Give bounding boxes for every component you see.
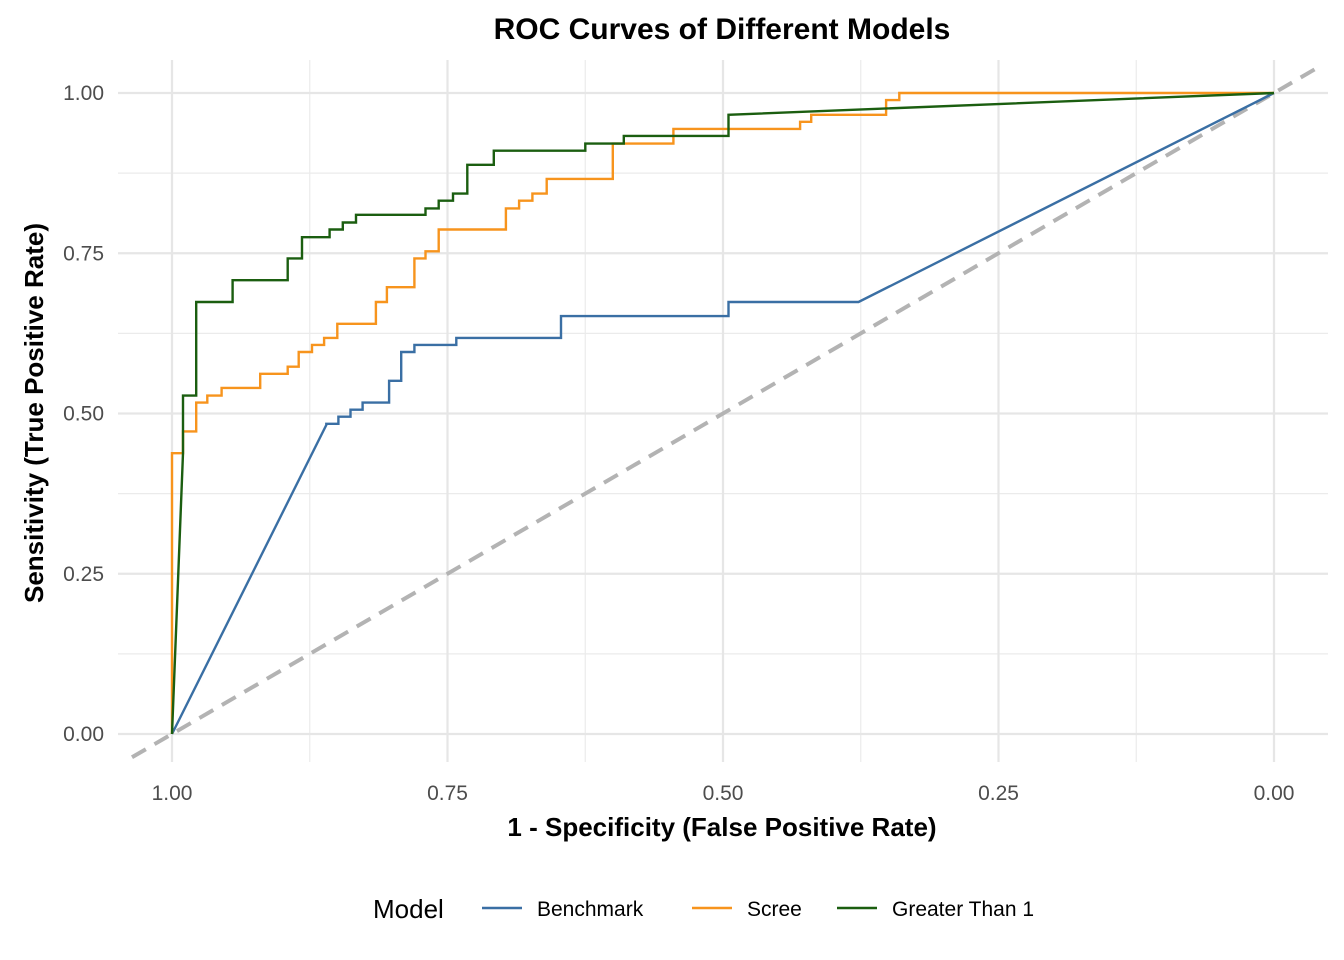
reference-diagonal-line	[130, 65, 1320, 759]
series-line-benchmark	[170, 91, 1275, 735]
legend-label: Scree	[747, 898, 802, 921]
major-gridlines	[118, 60, 1328, 762]
y-tick-label: 1.00	[63, 82, 104, 105]
series-line-scree	[170, 91, 1274, 734]
y-tick-label: 0.75	[63, 242, 104, 265]
y-axis-ticks: 0.00 0.25 0.50 0.75 1.00	[63, 82, 104, 746]
x-axis-ticks: 1.00 0.75 0.50 0.25 0.00	[152, 782, 1295, 805]
x-axis-title: 1 - Specificity (False Positive Rate)	[507, 812, 936, 842]
x-tick-label: 0.75	[427, 782, 468, 805]
chart-title: ROC Curves of Different Models	[494, 13, 951, 46]
x-tick-label: 1.00	[152, 782, 193, 805]
x-tick-label: 0.00	[1254, 782, 1295, 805]
y-axis-title: Sensitivity (True Positive Rate)	[19, 223, 49, 603]
series-line-greater-than-1	[170, 91, 1275, 735]
series-lines	[170, 91, 1275, 735]
legend-label: Benchmark	[537, 898, 644, 921]
x-tick-label: 0.50	[703, 782, 744, 805]
y-tick-label: 0.50	[63, 403, 104, 426]
legend-label: Greater Than 1	[892, 898, 1034, 921]
x-tick-label: 0.25	[978, 782, 1019, 805]
legend: Model Benchmark Scree Greater Than 1	[373, 894, 1034, 924]
y-tick-label: 0.00	[63, 723, 104, 746]
y-tick-label: 0.25	[63, 563, 104, 586]
legend-title: Model	[373, 894, 444, 924]
